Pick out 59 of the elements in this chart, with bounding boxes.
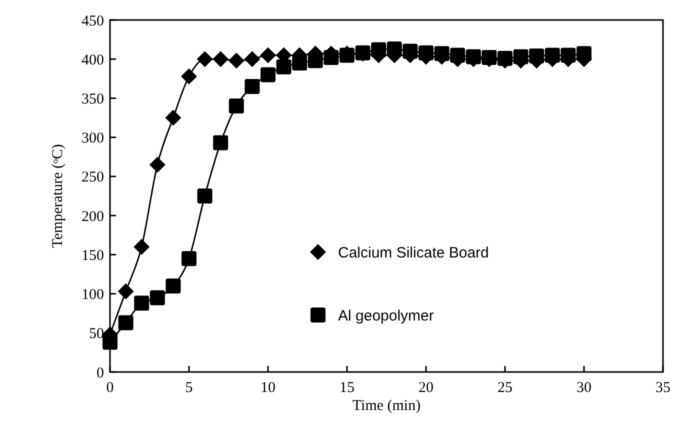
point <box>450 48 466 63</box>
y-tick-label: 0 <box>96 365 104 382</box>
point <box>182 251 196 266</box>
point <box>498 50 512 66</box>
point <box>213 135 228 150</box>
point <box>244 51 260 68</box>
point <box>102 334 118 350</box>
point <box>418 45 434 60</box>
point <box>576 46 592 62</box>
point <box>276 59 292 74</box>
y-tick-label: 50 <box>89 326 104 342</box>
point <box>371 42 386 58</box>
legend-label: Al geopolymer <box>338 307 434 324</box>
point <box>466 49 481 64</box>
x-tick-label: 30 <box>576 380 592 396</box>
point <box>118 315 134 330</box>
y-axis-title: Temperature (ᵒC) <box>50 144 66 248</box>
y-tick-label: 100 <box>82 287 104 304</box>
point <box>181 68 197 84</box>
x-tick-label: 5 <box>185 380 193 396</box>
point <box>308 53 323 68</box>
y-tick-label: 450 <box>82 13 104 30</box>
y-tick-label: 350 <box>82 91 104 108</box>
point <box>166 278 181 294</box>
point <box>196 51 213 68</box>
x-tick-label: 20 <box>418 380 434 396</box>
point <box>197 188 212 204</box>
point <box>165 110 182 126</box>
point <box>260 67 276 82</box>
legend-label: Calcium Silicate Board <box>338 244 489 262</box>
y-tick-label: 400 <box>82 52 104 68</box>
point <box>386 41 402 56</box>
point <box>134 296 150 311</box>
point <box>292 56 308 71</box>
y-tick-label: 200 <box>82 208 104 225</box>
y-tick-label: 150 <box>82 248 104 264</box>
x-tick-label: 10 <box>260 380 276 396</box>
point <box>118 283 134 300</box>
point <box>324 50 339 66</box>
y-tick-label: 300 <box>82 130 104 147</box>
point <box>529 48 544 64</box>
point <box>134 238 150 255</box>
x-axis-title: Time (min) <box>352 398 421 414</box>
point <box>260 47 276 64</box>
point <box>560 48 576 63</box>
x-tick-label: 15 <box>340 380 354 396</box>
point <box>513 49 528 64</box>
point <box>544 48 560 63</box>
point <box>244 78 260 94</box>
point <box>228 52 244 69</box>
point <box>150 290 165 306</box>
point <box>149 156 166 173</box>
y-tick-label: 250 <box>82 170 104 186</box>
x-tick-label: 35 <box>656 380 670 396</box>
point <box>228 98 244 114</box>
x-tick-label: 0 <box>106 380 114 396</box>
point <box>402 44 418 59</box>
x-tick-label: 25 <box>498 380 512 396</box>
point <box>212 51 229 68</box>
